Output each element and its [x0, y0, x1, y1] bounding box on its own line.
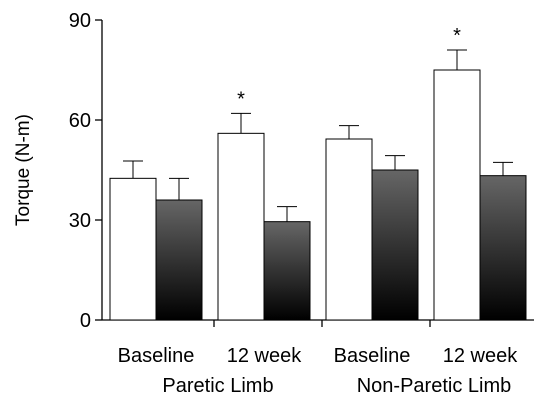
- bar-dark: [263, 221, 311, 321]
- bar-dark: [155, 199, 203, 321]
- x-category-label: 12 week: [443, 345, 518, 367]
- labels: Baseline * 12 week Baseline * 12 week Paretic …: [118, 25, 519, 397]
- x-group-label: Paretic Limb: [162, 375, 273, 397]
- y-tick-label: 30: [69, 210, 91, 232]
- x-group-label: Non-Paretic Limb: [357, 375, 512, 397]
- significance-marker: *: [453, 25, 461, 47]
- x-category-label: Baseline: [334, 345, 411, 367]
- y-tick-label: 0: [80, 310, 91, 332]
- bar-white: [325, 138, 373, 321]
- x-category-label: 12 week: [227, 345, 302, 367]
- bars: [109, 49, 527, 321]
- bar-white: [433, 69, 481, 321]
- significance-marker: *: [237, 88, 245, 110]
- bar-dark: [371, 169, 419, 321]
- x-category-label: Baseline: [118, 345, 195, 367]
- y-axis-label: Torque (N-m): [13, 114, 34, 226]
- y-tick-label: 90: [69, 10, 91, 32]
- bar-white: [217, 132, 265, 321]
- bar-dark: [479, 175, 527, 321]
- bar-white: [109, 177, 157, 321]
- y-tick-label: 60: [69, 110, 91, 132]
